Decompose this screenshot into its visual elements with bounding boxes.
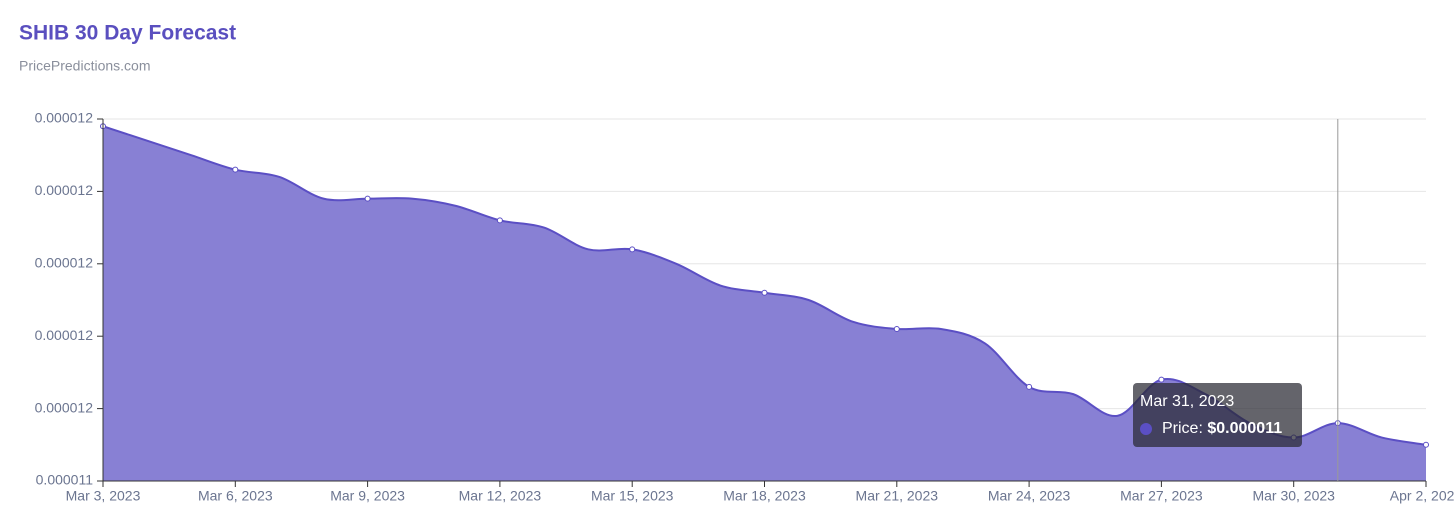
- x-tick-label: Apr 2, 2023: [1390, 488, 1455, 504]
- x-tick-label: Mar 30, 2023: [1252, 488, 1335, 504]
- y-tick-label: 0.000012: [35, 327, 94, 343]
- data-point: [496, 217, 503, 224]
- y-tick-label: 0.000012: [35, 399, 94, 415]
- data-point: [1026, 383, 1033, 390]
- x-tick-label: Mar 12, 2023: [459, 488, 542, 504]
- x-tick-label: Mar 3, 2023: [66, 488, 141, 504]
- x-tick-label: Mar 24, 2023: [988, 488, 1071, 504]
- x-tick-label: Mar 6, 2023: [198, 488, 273, 504]
- y-tick-label: 0.000012: [35, 110, 94, 126]
- data-point: [232, 166, 239, 173]
- chart-title: SHIB 30 Day Forecast: [19, 22, 236, 45]
- data-point: [893, 325, 900, 332]
- y-tick-label: 0.000011: [36, 472, 94, 488]
- y-tick-label: 0.000012: [35, 182, 94, 198]
- area-fill: [103, 126, 1426, 482]
- y-tick-label: 0.000012: [35, 255, 94, 271]
- x-tick-label: Mar 18, 2023: [723, 488, 806, 504]
- tooltip-value: $0.000011: [1207, 420, 1282, 437]
- tooltip-swatch: [1140, 423, 1152, 435]
- tooltip-label: Price: $0.000011: [1162, 420, 1282, 437]
- data-point: [364, 195, 371, 202]
- tooltip-label-text: Price:: [1162, 420, 1203, 437]
- x-tick-label: Mar 27, 2023: [1120, 488, 1203, 504]
- data-point: [629, 246, 636, 253]
- data-point: [761, 289, 768, 296]
- x-tick-label: Mar 21, 2023: [856, 488, 939, 504]
- chart-subtitle: PricePredictions.com: [19, 58, 151, 74]
- tooltip-date: Mar 31, 2023: [1140, 393, 1234, 410]
- x-tick-label: Mar 9, 2023: [330, 488, 405, 504]
- tooltip-box: [1133, 383, 1302, 447]
- data-point: [1158, 376, 1165, 383]
- tooltip: Mar 31, 2023 Price: $0.000011: [1133, 383, 1302, 447]
- data-point: [1423, 441, 1429, 448]
- x-tick-label: Mar 15, 2023: [591, 488, 674, 504]
